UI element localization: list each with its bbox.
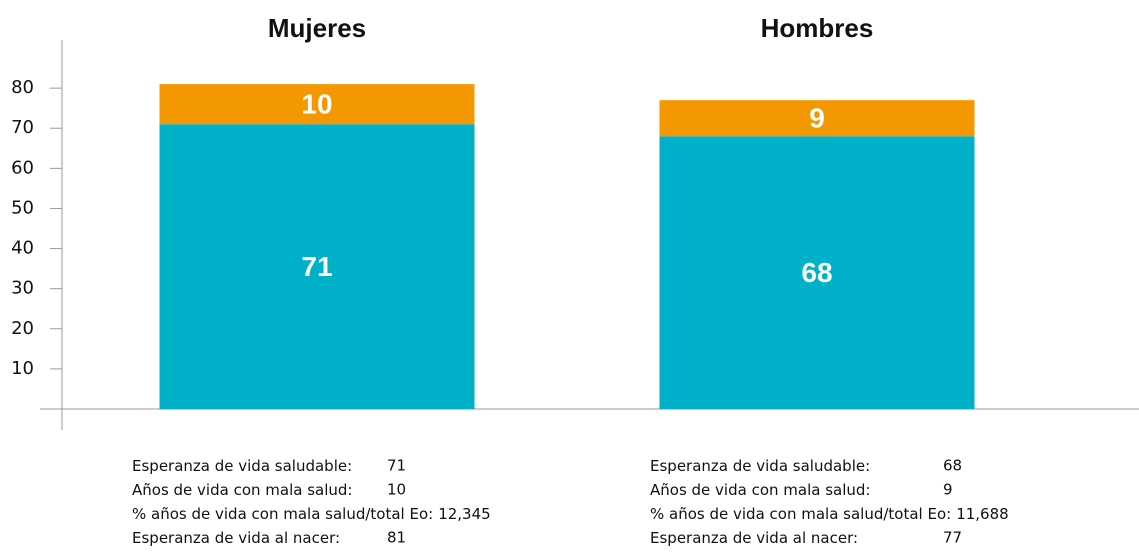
note-value: 9 — [943, 481, 953, 499]
bar-segment — [159, 84, 475, 125]
category-label: Mujeres — [268, 13, 366, 43]
category-label: Hombres — [761, 13, 874, 43]
value-label: 71 — [301, 251, 332, 282]
note-value: 68 — [943, 457, 962, 475]
y-tick-label: 80 — [11, 77, 34, 98]
note-label: Esperanza de vida saludable: — [132, 457, 352, 475]
note-value: 81 — [387, 529, 406, 547]
note-label: % años de vida con mala salud/total Eo: — [132, 505, 433, 523]
note-value: 71 — [387, 457, 406, 475]
note-value: 77 — [943, 529, 962, 547]
y-tick-label: 50 — [11, 197, 34, 218]
note-line: Esperanza de vida al nacer: — [650, 529, 858, 547]
note-line: Esperanza de vida al nacer: — [132, 529, 340, 547]
note-label: Años de vida con mala salud: — [132, 481, 352, 499]
value-label: 68 — [801, 257, 832, 288]
note-line: % años de vida con mala salud/total Eo: 1… — [650, 505, 1009, 523]
y-tick-label: 70 — [11, 117, 34, 138]
value-label: 10 — [301, 89, 332, 120]
value-label: 9 — [809, 103, 825, 134]
note-line: Esperanza de vida saludable: — [132, 457, 352, 475]
bar-segment — [159, 124, 475, 409]
bar-segment — [659, 100, 975, 137]
bar-segment — [659, 136, 975, 409]
note-value: 11,688 — [956, 505, 1009, 523]
y-tick-label: 30 — [11, 278, 34, 299]
note-label: Esperanza de vida al nacer: — [132, 529, 340, 547]
y-tick-label: 40 — [11, 238, 34, 259]
y-tick-label: 20 — [11, 318, 34, 339]
note-line: % años de vida con mala salud/total Eo: 1… — [132, 505, 491, 523]
note-line: Años de vida con mala salud: — [132, 481, 352, 499]
note-label: Años de vida con mala salud: — [650, 481, 870, 499]
note-label: % años de vida con mala salud/total Eo: — [650, 505, 951, 523]
note-value: 12,345 — [438, 505, 491, 523]
y-tick-label: 10 — [11, 358, 34, 379]
note-line: Esperanza de vida saludable: — [650, 457, 870, 475]
note-line: Años de vida con mala salud: — [650, 481, 870, 499]
y-tick-label: 60 — [11, 157, 34, 178]
note-value: 10 — [387, 481, 406, 499]
note-label: Esperanza de vida al nacer: — [650, 529, 858, 547]
note-label: Esperanza de vida saludable: — [650, 457, 870, 475]
